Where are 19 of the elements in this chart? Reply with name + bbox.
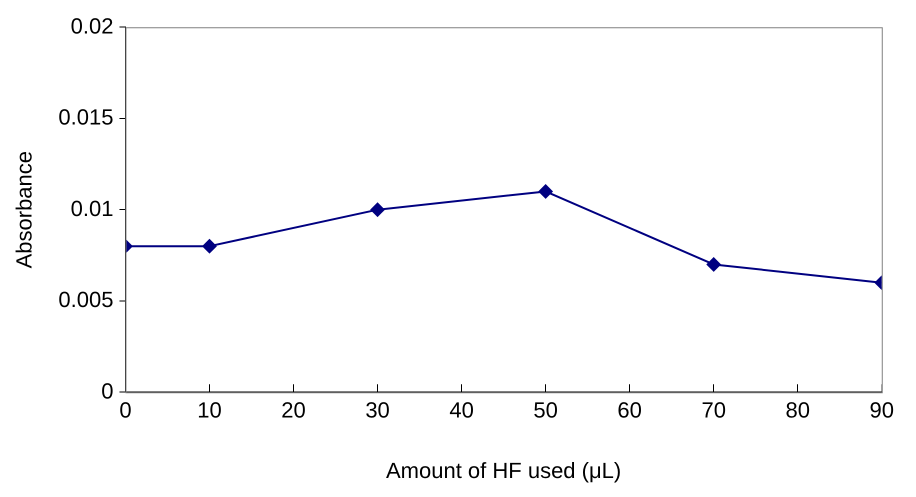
y-tick-label: 0.005: [58, 287, 114, 312]
x-tick-label: 60: [617, 397, 642, 422]
x-tick-label: 0: [119, 397, 132, 422]
x-tick-label: 10: [197, 397, 222, 422]
point: [538, 184, 553, 198]
x-tick-label: 40: [449, 397, 474, 422]
y-tick-label: 0: [101, 378, 114, 404]
y-tick-label: 0.015: [58, 104, 114, 130]
x-tick-label: 70: [701, 397, 726, 422]
x-tick-label: 80: [785, 397, 810, 422]
point: [370, 202, 385, 217]
y-tick-label: 0.01: [70, 196, 114, 221]
x-tick-label: 90: [870, 397, 894, 422]
y-axis-title: Absorbance: [11, 150, 36, 268]
x-tick-label: 20: [281, 397, 306, 422]
y-tick-label: 0.02: [70, 13, 114, 38]
x-axis-title: Amount of HF used (μL): [386, 458, 622, 483]
x-tick-label: 50: [533, 397, 558, 422]
x-tick-label: 30: [365, 397, 390, 422]
